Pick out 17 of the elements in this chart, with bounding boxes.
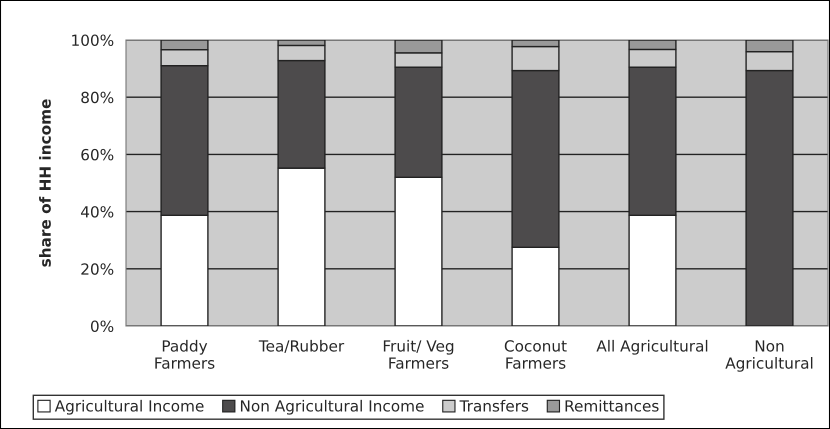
x-tick-label: Tea/Rubber: [258, 340, 344, 353]
x-tick-label: Non Agricultural: [725, 340, 812, 372]
legend-label: Transfers: [460, 400, 528, 412]
y-tick-label: 80%: [81, 92, 114, 104]
legend-label: Remittances: [566, 400, 659, 412]
y-tick-label: 60%: [81, 148, 114, 160]
x-tick-label: Paddy Farmers: [155, 340, 214, 369]
legend-label: Agricultural Income: [54, 400, 204, 415]
y-tick-label: 0%: [90, 320, 114, 332]
y-tick-label: 100%: [72, 34, 114, 46]
y-tick-label: 40%: [80, 206, 114, 218]
y-axis-title: share of HH income: [39, 99, 51, 267]
x-tick-label: Coconut Farmers: [504, 340, 567, 369]
legend-label: Non Agricultural Income: [240, 400, 424, 415]
x-tick-label: All Agricultural: [596, 340, 708, 355]
y-tick-label: 20%: [81, 263, 114, 275]
x-tick-label: Fruit/ Veg Farmers: [384, 340, 454, 369]
